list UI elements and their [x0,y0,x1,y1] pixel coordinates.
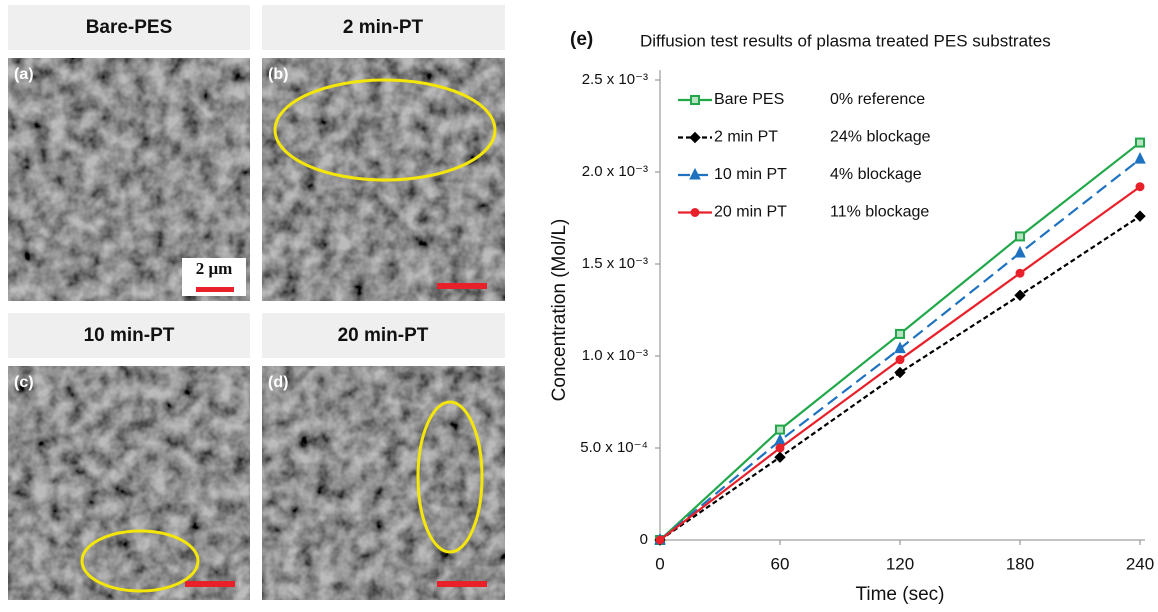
marker [774,451,786,463]
legend-annotation: 4% blockage [830,166,922,183]
x-tick-label: 0 [655,554,664,573]
marker [894,366,906,379]
x-axis-label: Time (sec) [855,584,944,605]
legend-annotation: 24% blockage [830,129,931,146]
scale-bar [196,287,234,292]
x-tick-label: 120 [886,554,914,573]
marker [1135,182,1145,192]
scale-label: 2 μm [196,259,233,278]
scale-bar [437,283,487,289]
legend-label: 2 min PT [714,129,778,146]
marker [1015,231,1025,242]
y-tick-label: 5.0 x 10⁻⁴ [580,439,648,456]
highlight [273,78,497,182]
scale-bar [185,581,235,587]
legend-label: Bare PES [714,91,784,108]
panel-header: 10 min-PT [84,325,175,346]
panel-header: 20 min-PT [338,325,429,346]
legend-marker [689,131,701,144]
panel-label: (d) [268,374,288,391]
header-box [262,5,505,50]
header-box [262,313,505,358]
marker [775,443,785,453]
marker [895,328,905,339]
x-tick-label: 180 [1006,554,1034,573]
marker [1014,289,1026,301]
legend-marker [690,95,700,105]
y-tick-label: 2.0 x 10⁻³ [582,163,648,180]
panel-label: (b) [268,66,288,83]
legend-marker [690,208,700,217]
marker [1134,152,1146,164]
chart-title: Diffusion test results of plasma treated… [640,31,1051,50]
x-tick-label: 240 [1126,554,1154,573]
legend-annotation: 0% reference [830,91,925,108]
legend-label: 10 min PT [714,166,787,183]
y-tick-label: 2.5 x 10⁻³ [582,71,648,88]
sem-image [8,366,250,600]
marker [1015,268,1025,278]
marker [1014,245,1026,258]
marker [775,424,785,435]
header-box [8,313,250,358]
y-tick-label: 1.0 x 10⁻³ [582,347,648,364]
panel-header: Bare-PES [86,17,173,38]
y-tick-label: 1.5 x 10⁻³ [582,255,648,272]
highlight [80,529,200,593]
marker [655,535,665,545]
sem-image [262,366,505,600]
marker [1135,137,1145,148]
panel-header: 2 min-PT [343,17,424,38]
legend-label: 20 min PT [714,204,787,221]
x-tick-label: 60 [771,554,790,573]
marker [894,341,906,354]
marker [774,433,786,446]
legend-marker [689,167,701,180]
y-axis-label: Concentration (Mol/L) [549,219,570,402]
marker [895,355,905,365]
panel-label: (a) [14,66,34,83]
legend-annotation: 11% blockage [830,204,929,221]
marker [1134,210,1146,222]
highlight [416,400,484,554]
panel-label: (c) [14,374,34,391]
header-box [8,5,250,50]
scale-bar [437,581,487,587]
y-tick-label: 0 [640,531,648,548]
panel-label: (e) [570,29,593,50]
